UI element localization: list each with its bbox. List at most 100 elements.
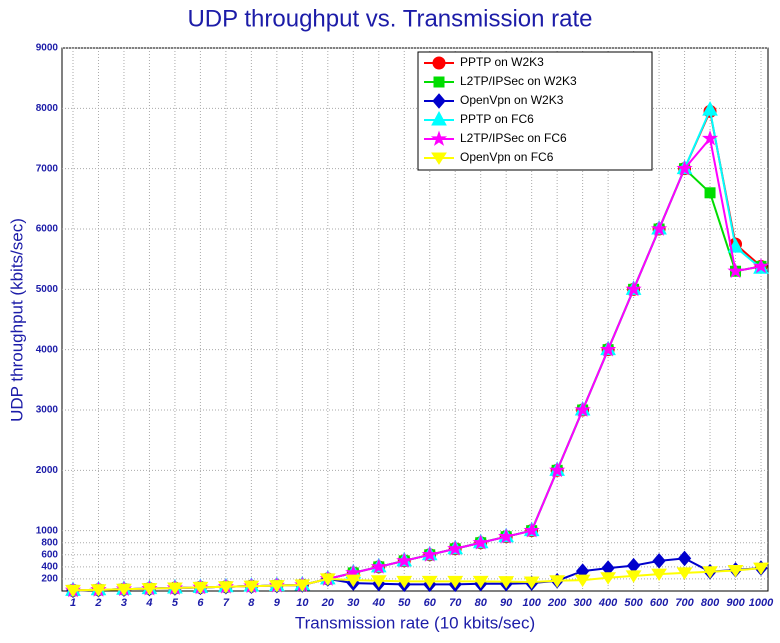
data-point <box>727 564 744 578</box>
data-point <box>498 528 515 544</box>
y-tick-label: 9000 <box>36 43 59 54</box>
x-tick-label: 400 <box>598 597 618 609</box>
data-point <box>600 572 617 585</box>
y-axis-label: UDP throughput (kbits/sec) <box>7 218 26 422</box>
x-tick-label: 900 <box>726 597 745 609</box>
legend-label: PPTP on FC6 <box>460 112 534 126</box>
x-tick-label: 1 <box>70 597 76 609</box>
legend-label: PPTP on W2K3 <box>460 55 544 69</box>
data-point <box>268 580 285 593</box>
legend-marker <box>431 110 447 126</box>
data-point <box>574 401 591 417</box>
x-tick-label: 9 <box>274 597 281 609</box>
data-point <box>753 562 769 576</box>
data-point <box>447 540 464 556</box>
data-point <box>651 568 667 582</box>
data-point <box>625 280 642 297</box>
x-tick-label: 500 <box>624 597 643 609</box>
x-tick-label: 200 <box>547 597 567 609</box>
data-point <box>549 461 566 478</box>
x-tick-label: 8 <box>248 597 255 609</box>
chart-title: UDP throughput vs. Transmission rate <box>187 5 592 32</box>
data-point <box>396 575 413 589</box>
data-point <box>217 581 234 594</box>
y-tick-label: 5000 <box>36 284 59 295</box>
data-point <box>396 552 413 568</box>
y-tick-label: 600 <box>41 549 58 560</box>
data-point <box>574 574 591 588</box>
data-point <box>676 567 693 580</box>
legend-marker <box>432 93 446 109</box>
y-tick-label: 200 <box>41 574 58 585</box>
x-tick-label: 800 <box>701 597 720 609</box>
data-point <box>345 574 362 588</box>
data-point <box>676 160 693 176</box>
data-point <box>523 576 540 589</box>
x-tick-label: 1000 <box>749 597 774 609</box>
x-tick-label: 4 <box>145 597 152 609</box>
data-point <box>167 582 183 595</box>
legend-label: OpenVpn on FC6 <box>460 150 554 164</box>
data-point <box>421 546 438 562</box>
x-tick-label: 5 <box>172 597 179 609</box>
y-tick-label: 4000 <box>36 344 59 355</box>
data-point <box>294 579 311 592</box>
data-point <box>701 129 719 146</box>
data-point <box>370 575 387 588</box>
data-point <box>549 575 566 588</box>
data-point <box>600 341 617 357</box>
x-tick-label: 10 <box>296 597 309 609</box>
x-axis-label: Transmission rate (10 kbits/sec) <box>295 613 535 632</box>
x-tick-label: 700 <box>675 597 694 609</box>
y-tick-label: 800 <box>41 537 58 548</box>
x-tick-label: 300 <box>573 597 592 609</box>
y-tick-label: 3000 <box>36 405 59 416</box>
x-tick-label: 30 <box>347 597 360 609</box>
data-point <box>704 187 716 199</box>
data-point <box>141 583 158 596</box>
y-tick-label: 6000 <box>36 224 59 235</box>
data-point <box>702 566 718 579</box>
data-point <box>116 583 132 597</box>
legend-marker <box>430 130 448 146</box>
data-point <box>523 522 540 538</box>
plot-area <box>61 47 769 592</box>
x-tick-label: 70 <box>449 597 462 609</box>
x-tick-label: 90 <box>500 597 513 609</box>
data-point <box>702 101 718 116</box>
x-tick-label: 3 <box>121 597 127 609</box>
y-tick-label: 2000 <box>36 465 59 476</box>
data-point <box>243 580 260 594</box>
data-point <box>370 558 387 574</box>
x-tick-label: 40 <box>372 597 386 609</box>
x-tick-label: 50 <box>398 597 411 609</box>
x-tick-label: 7 <box>223 597 230 609</box>
data-point <box>752 257 770 274</box>
x-tick-label: 80 <box>475 597 488 609</box>
data-point <box>90 584 107 597</box>
series-line <box>72 567 762 592</box>
y-tick-label: 1000 <box>36 525 59 536</box>
legend-marker <box>433 76 445 88</box>
data-point <box>192 581 209 595</box>
data-point <box>650 220 668 236</box>
x-tick-label: 20 <box>321 597 335 609</box>
y-tick-label: 400 <box>41 562 58 573</box>
data-point <box>652 553 666 569</box>
legend-marker <box>431 152 447 165</box>
y-tick-label: 8000 <box>36 103 59 114</box>
data-point <box>625 570 642 583</box>
legend-marker <box>432 56 446 70</box>
data-point <box>472 575 489 589</box>
data-point <box>319 573 336 586</box>
data-point <box>447 575 464 589</box>
legend-label: OpenVpn on W2K3 <box>460 93 564 107</box>
legend-label: L2TP/IPSec on FC6 <box>460 131 567 145</box>
data-point <box>677 550 692 567</box>
legend-box <box>417 51 653 171</box>
x-tick-label: 100 <box>522 597 541 609</box>
x-tick-label: 60 <box>424 597 437 609</box>
data-point <box>421 575 438 589</box>
data-point <box>472 534 489 550</box>
